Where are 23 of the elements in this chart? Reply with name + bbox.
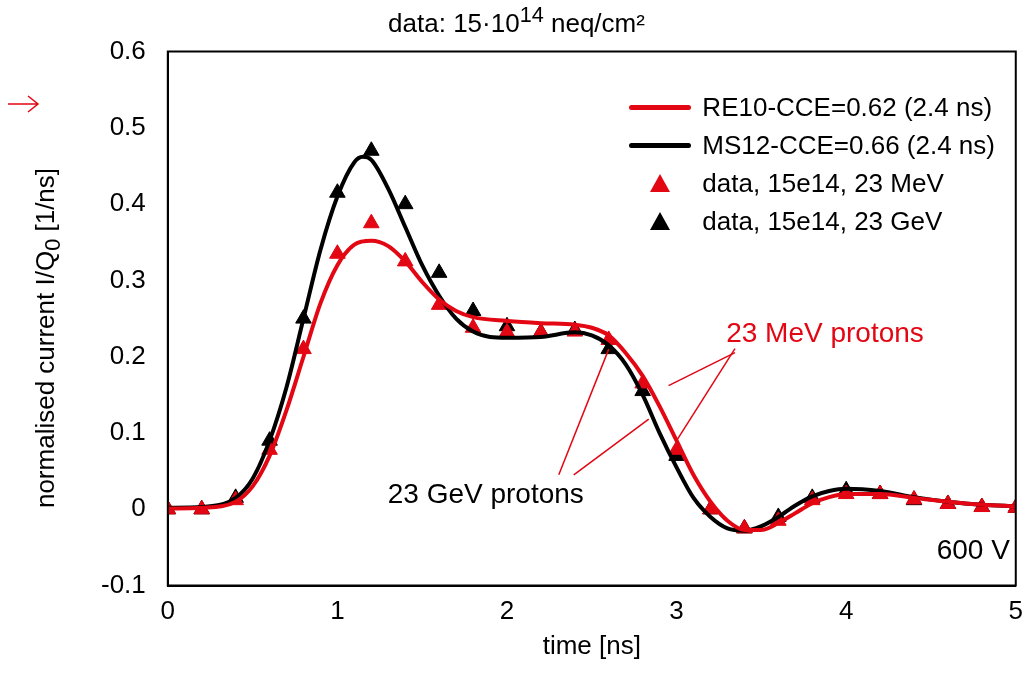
y-tick-label: -0.1 [100, 568, 146, 599]
y-tick-label: 0.3 [109, 263, 146, 294]
y-tick-label: 0.4 [109, 187, 146, 218]
chart-title: data: 15·10$^{14}$ neq/cm² [388, 2, 645, 38]
x-tick-label: 4 [838, 595, 854, 626]
y-tick-label: 0.2 [109, 339, 146, 370]
x-tick-label: 2 [499, 595, 515, 626]
legend-label: data, 15e14, 23 GeV [702, 205, 943, 237]
x-tick-label: 3 [669, 595, 684, 626]
annotation: 23 GeV protons [387, 477, 584, 509]
x-axis-title: time [ns] [542, 629, 641, 660]
x-tick-label: 0 [160, 595, 176, 626]
x-tick-label: 1 [330, 595, 345, 626]
legend-label: RE10-CCE=0.62 (2.4 ns) [702, 91, 993, 123]
y-tick-label: 0 [131, 492, 146, 523]
annotation: 23 MeV protons [726, 317, 924, 349]
y-tick-label: 0.5 [109, 111, 146, 142]
annotation: 600 V [936, 533, 1011, 565]
legend-label: data, 15e14, 23 MeV [702, 167, 944, 199]
y-tick-label: 0.6 [109, 34, 146, 65]
legend-label: MS12-CCE=0.66 (2.4 ns) [702, 129, 995, 161]
x-tick-label: 5 [1008, 595, 1023, 626]
y-tick-label: 0.1 [109, 416, 146, 447]
